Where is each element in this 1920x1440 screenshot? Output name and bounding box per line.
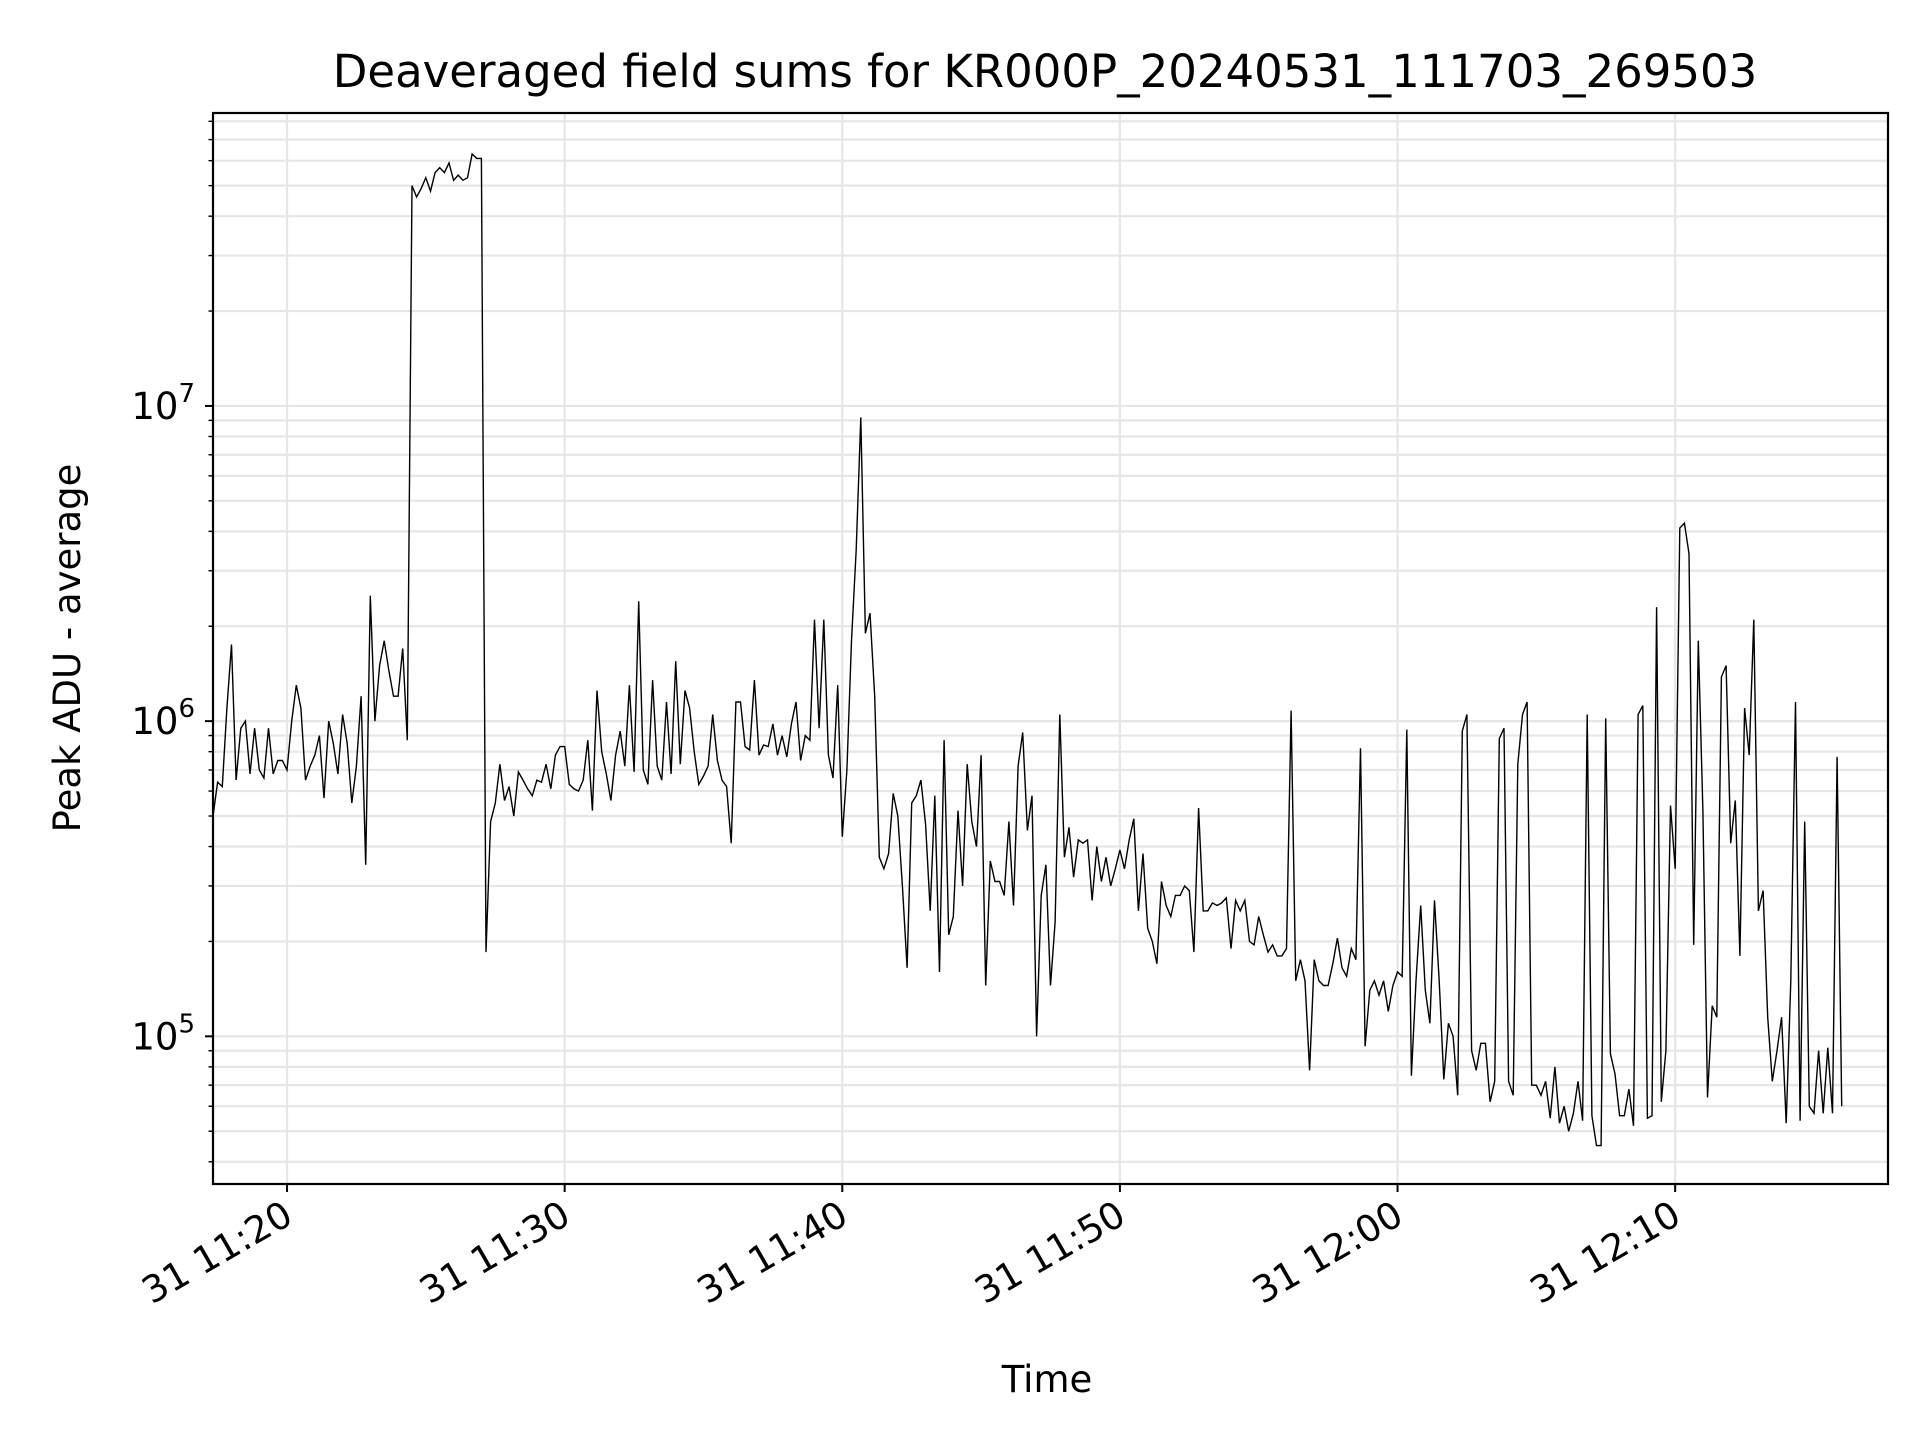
series-line	[212, 152, 1843, 1147]
data-series	[212, 152, 1843, 1147]
x-axis-label: Time	[1001, 1358, 1093, 1401]
y-tick-labels: 105 106 107	[131, 379, 195, 1058]
grid-lines	[213, 113, 1888, 1184]
plot-area	[205, 111, 1890, 1192]
y-tick-label: 105	[131, 1009, 195, 1058]
plot-frame	[211, 111, 1890, 1186]
y-tick-label: 107	[131, 379, 195, 428]
y-tick-label: 106	[131, 694, 195, 743]
y-axis-label: Peak ADU - average	[46, 464, 89, 833]
chart-title: Deaveraged field sums for KR000P_2024053…	[333, 45, 1757, 98]
plot-background	[213, 113, 1888, 1184]
